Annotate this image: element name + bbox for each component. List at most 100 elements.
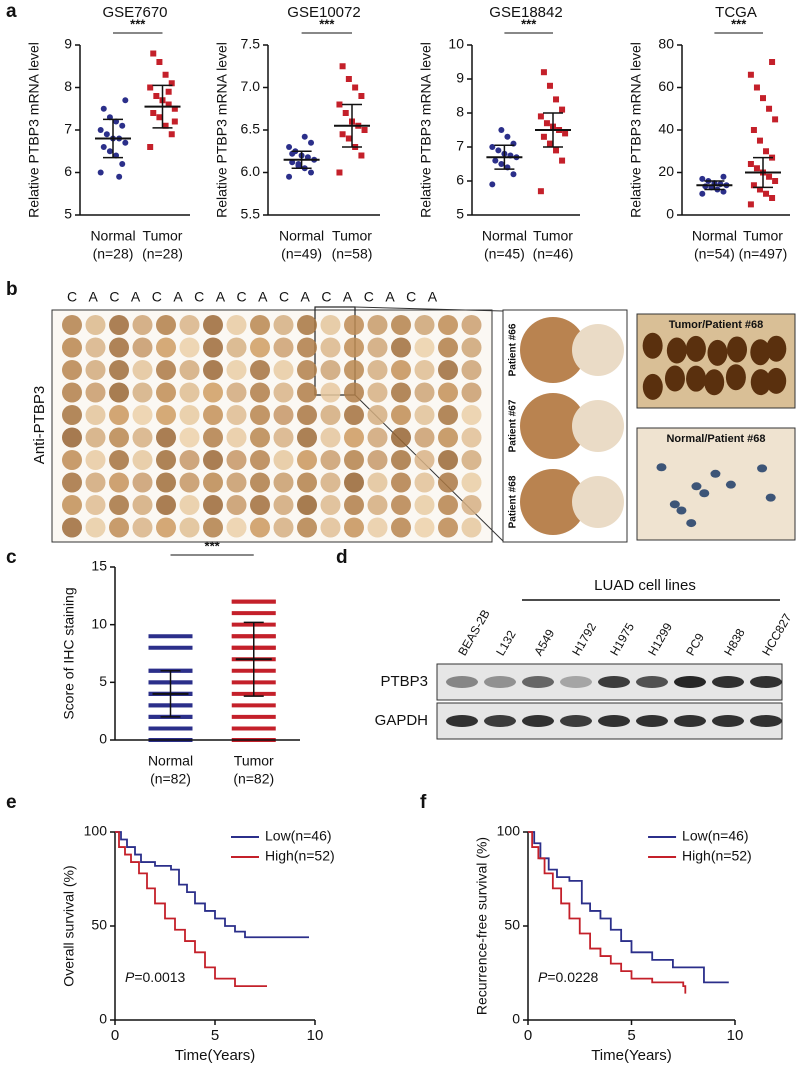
y-axis-label: Relative PTBP3 mRNA level [214, 42, 230, 218]
tma-core [226, 495, 247, 515]
tma-core [85, 472, 106, 493]
data-point [122, 97, 129, 104]
data-point [150, 110, 157, 116]
data-point [498, 161, 505, 167]
column-letter: C [321, 289, 331, 305]
column-letter: A [216, 289, 226, 305]
legend-label: Low(n=46) [682, 828, 749, 844]
tma-core [156, 315, 176, 335]
tma-core [179, 495, 200, 515]
data-point [492, 157, 499, 164]
y-tick-label: 10 [91, 615, 107, 631]
tma-core [203, 450, 223, 470]
tma-core [414, 405, 435, 425]
tma-core [156, 382, 176, 403]
tma-core [226, 427, 247, 448]
data-point [489, 181, 496, 188]
data-point [171, 118, 178, 125]
tma-core [391, 472, 411, 493]
tma-core [109, 495, 129, 515]
p-italic: P [538, 969, 548, 985]
tma-core [109, 517, 129, 538]
nucleus [691, 482, 702, 491]
panel-label: c [6, 547, 17, 568]
tma-core [367, 472, 388, 493]
tma-core [179, 427, 200, 448]
tma-core [250, 427, 270, 448]
tma-core [461, 427, 482, 448]
tma-core [250, 382, 270, 403]
tma-core [367, 360, 388, 380]
tma-core [179, 450, 200, 470]
tma-core [62, 472, 82, 493]
blot-band [750, 676, 782, 688]
panel-label: d [336, 547, 348, 568]
data-point [559, 106, 566, 113]
y-tick-label: 20 [658, 163, 674, 179]
tma-core [250, 472, 270, 493]
data-point [763, 148, 770, 155]
tma-core [250, 450, 270, 470]
y-tick-label: 9 [456, 70, 464, 86]
nucleus [676, 506, 687, 515]
blot-band [446, 676, 478, 688]
significance: *** [521, 16, 537, 31]
tma-core [226, 382, 247, 403]
data-point [116, 173, 123, 180]
data-point [286, 144, 293, 150]
nucleus [757, 464, 768, 473]
y-tick-label: 7.0 [241, 78, 261, 94]
tma-core [297, 382, 317, 403]
x-tick-label: 0 [111, 1027, 119, 1044]
column-letter: A [89, 289, 99, 305]
x-sublabel: (n=49) [281, 246, 322, 262]
data-point [165, 88, 172, 95]
y-tick-label: 5 [456, 206, 464, 222]
tma-core [414, 360, 435, 380]
tma-core [62, 337, 82, 358]
x-axis-label: Time(Years) [591, 1047, 672, 1064]
nucleus [707, 339, 728, 366]
tma-core [250, 337, 270, 358]
p-italic: P [125, 969, 135, 985]
y-tick-label: 0 [666, 206, 674, 222]
y-tick-label: 40 [658, 121, 674, 137]
x-tick-label: Tumor [143, 228, 183, 244]
tma-core [297, 337, 317, 358]
data-point [699, 190, 706, 197]
column-letter: C [279, 289, 289, 305]
tma-core [320, 517, 341, 538]
x-sublabel: (n=28) [93, 246, 134, 262]
tma-core [226, 337, 247, 358]
data-point [772, 178, 779, 184]
tma-core [367, 427, 388, 448]
tma-core [391, 495, 411, 515]
tma-core [297, 427, 317, 448]
tma-core [179, 337, 200, 358]
tma-core [179, 472, 200, 493]
micro-title: Tumor/Patient #68 [669, 319, 764, 331]
tma-core [297, 360, 317, 380]
tma-core [367, 450, 388, 470]
column-letter: A [343, 289, 353, 305]
tma-core [85, 337, 106, 358]
tma-core [62, 517, 82, 538]
data-point [147, 144, 154, 150]
tma-core [109, 382, 129, 403]
column-letter: C [364, 289, 374, 305]
data-point [308, 139, 315, 146]
tma-core [344, 427, 364, 448]
x-tick-label: Normal [482, 228, 527, 244]
data-point [747, 201, 754, 208]
blot-band [636, 715, 668, 727]
tma-core [109, 405, 129, 425]
data-point [103, 131, 110, 138]
micro-image [636, 427, 796, 541]
data-point [156, 59, 163, 65]
tma-core-tumor [520, 469, 586, 535]
column-letter: C [194, 289, 204, 305]
tma-core [85, 427, 106, 448]
chart-title: GSE18842 [489, 4, 562, 21]
p-value: P=0.0228 [538, 969, 599, 985]
